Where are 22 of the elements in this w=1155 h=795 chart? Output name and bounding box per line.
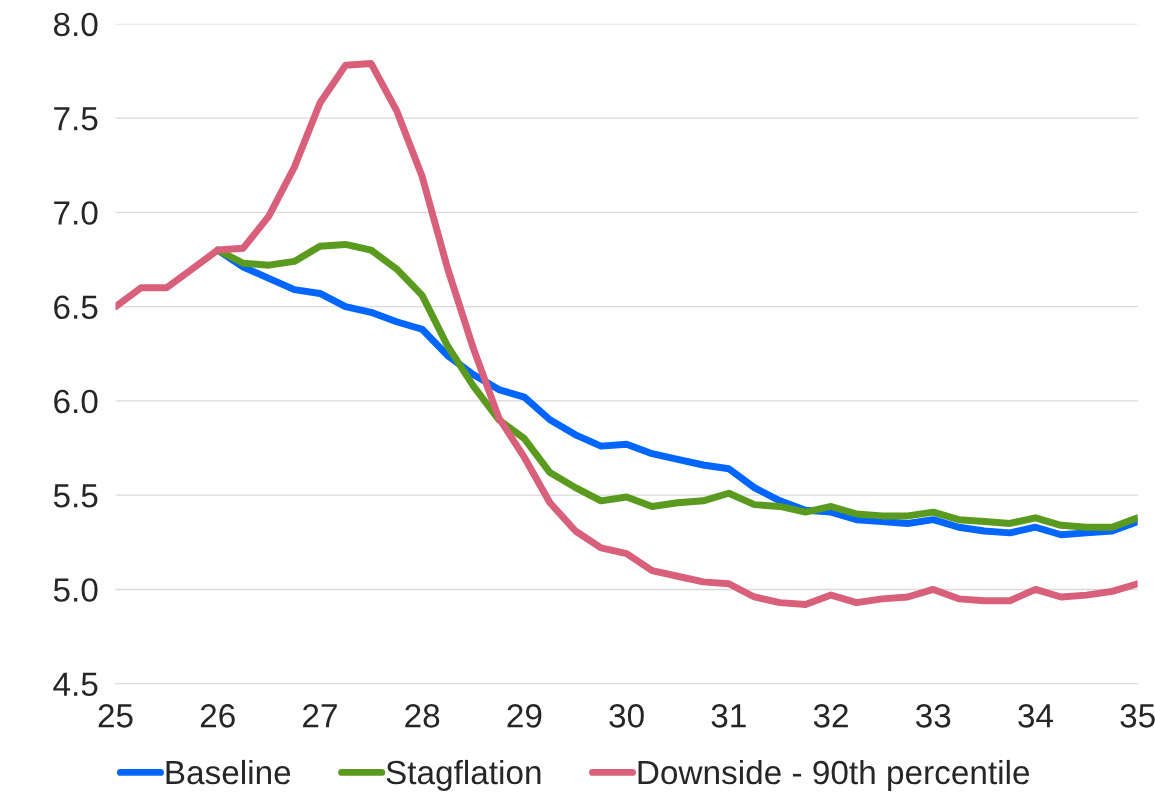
x-tick-label: 34 [1018, 704, 1054, 728]
x-tick-label: 25 [98, 704, 133, 728]
y-tick-label: 7.0 [54, 201, 98, 225]
x-tick-label: 26 [200, 704, 235, 728]
x-tick-label: 30 [609, 704, 644, 728]
y-tick-label: 7.5 [54, 107, 98, 131]
y-tick-label: 5.5 [53, 484, 98, 508]
y-tick-label: 6.0 [54, 389, 98, 414]
x-tick-label: 27 [303, 704, 337, 728]
legend-label: Baseline [166, 759, 291, 785]
legend-label: Downside - 90th percentile [638, 759, 1030, 791]
y-tick-label: 5.0 [53, 578, 98, 602]
x-tick-label: 32 [813, 704, 848, 728]
x-tick-label: 35 [1120, 704, 1155, 728]
x-tick-label: 29 [507, 704, 542, 728]
y-tick-label: 4.5 [53, 672, 98, 697]
legend-label: Stagflation [386, 759, 541, 791]
x-tick-label: 28 [405, 704, 440, 728]
y-tick-label: 8.0 [53, 12, 98, 37]
y-tick-label: 6.5 [54, 295, 98, 320]
x-tick-label: 31 [711, 704, 746, 728]
x-tick-label: 33 [915, 704, 951, 728]
